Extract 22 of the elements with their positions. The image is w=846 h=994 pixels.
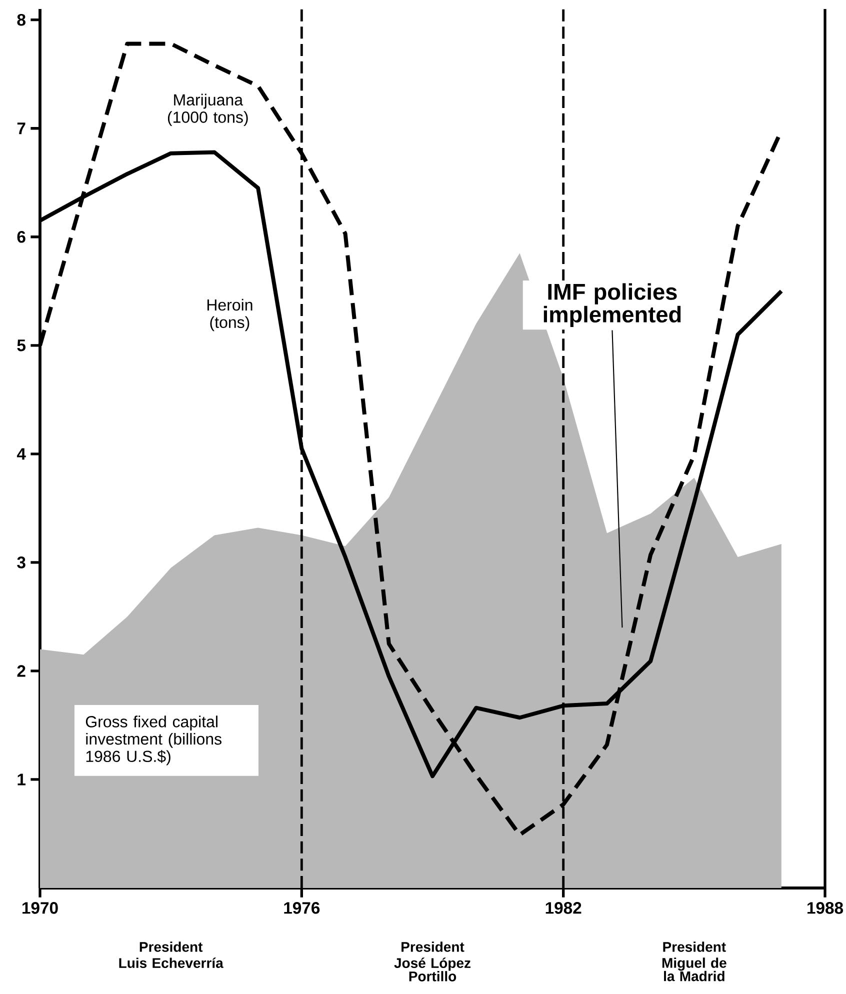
- y-tick-label: 3: [17, 556, 26, 568]
- x-tick-label: 1976: [284, 902, 320, 914]
- y-tick-label: 1: [18, 774, 26, 786]
- y-tick-label: 8: [17, 14, 26, 26]
- y-tick-label: 4: [16, 448, 26, 460]
- y-tick-label: 5: [17, 340, 26, 352]
- annotation: IMF policies implemented: [544, 283, 681, 328]
- x-tick-label: 1982: [546, 902, 582, 914]
- text: Miguel de la Madrid: [662, 958, 726, 982]
- series-label: Marijuana (1000 tons): [168, 94, 248, 126]
- text: President: [402, 942, 464, 952]
- y-tick-label: 7: [17, 122, 26, 134]
- x-tick-label: 1970: [22, 902, 58, 914]
- text: José López Portillo: [394, 958, 470, 982]
- x-tick-label: 1988: [808, 902, 844, 914]
- text: President: [140, 942, 203, 952]
- series-label: Gross fixed capital investment (billions 1986 U.S.$): [86, 716, 222, 766]
- text: President: [663, 942, 726, 952]
- y-tick-label: 2: [17, 665, 26, 677]
- text: Luis Echeverría: [119, 958, 224, 968]
- y-tick-label: 6: [17, 230, 26, 243]
- series-label: Heroin (tons): [207, 298, 252, 332]
